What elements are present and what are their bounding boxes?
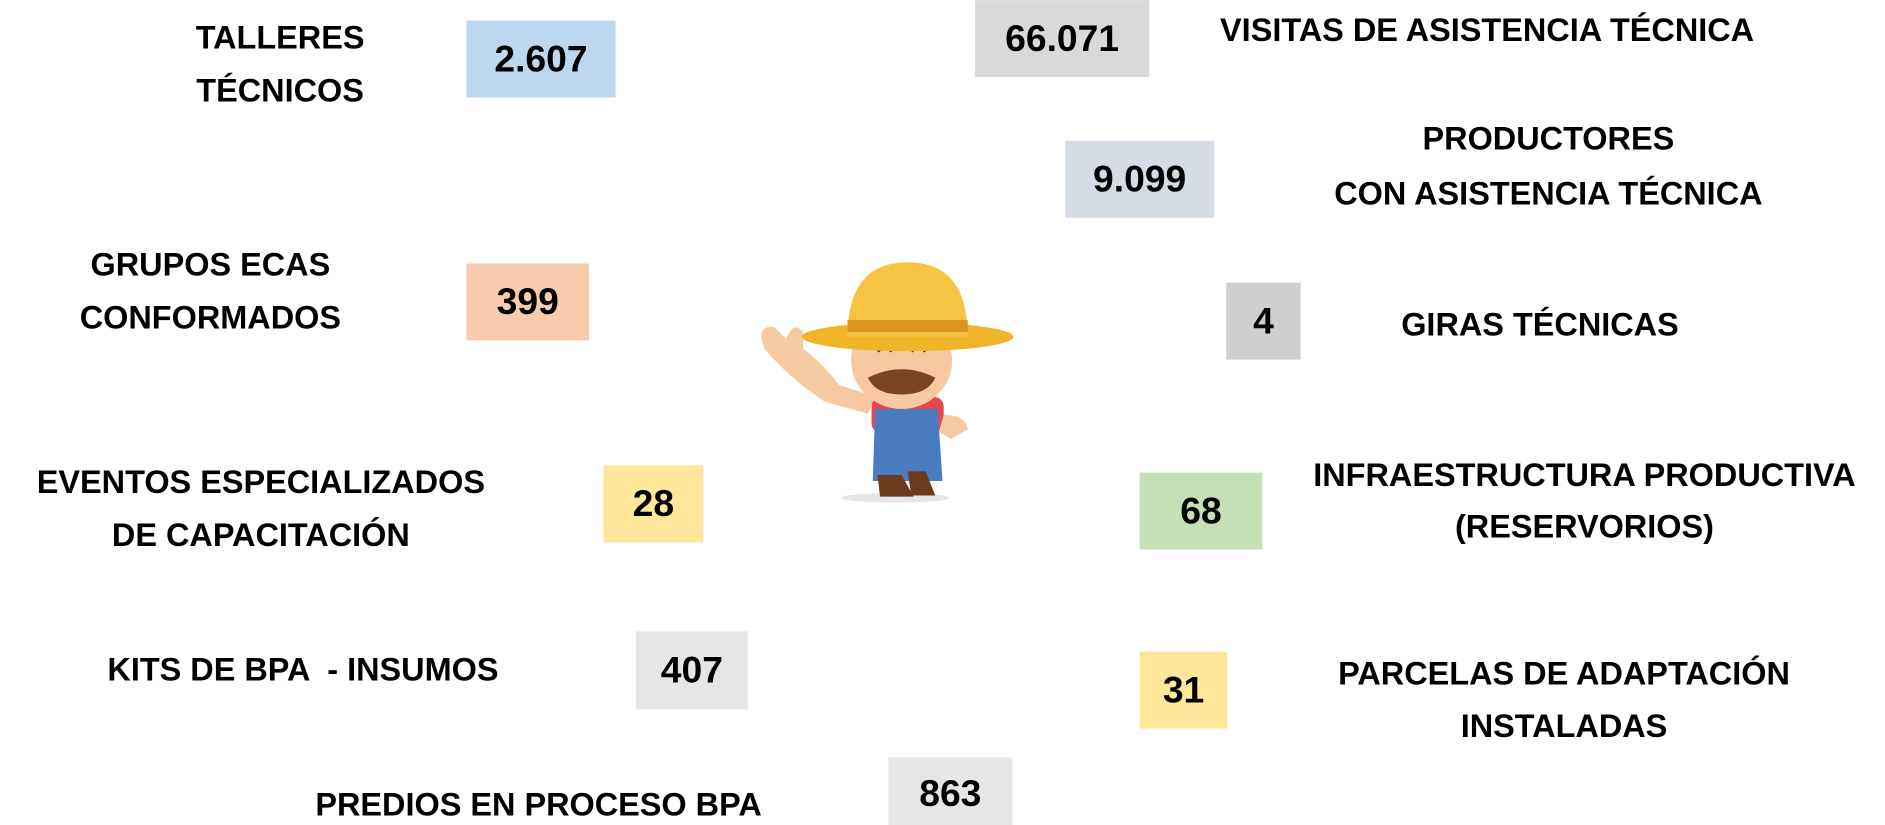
value: 2.607 — [494, 37, 587, 79]
label: PREDIOS EN PROCESO BPA — [315, 786, 761, 822]
label: PARCELAS DE ADAPTACIÓN — [1338, 654, 1790, 691]
value: 66.071 — [1005, 17, 1119, 59]
label: CON ASISTENCIA TÉCNICA — [1334, 175, 1762, 212]
value-box — [1065, 140, 1215, 218]
label: (RESERVORIOS) — [1455, 509, 1714, 545]
value: 4 — [1253, 299, 1274, 341]
value-box — [466, 20, 616, 98]
value: 9.099 — [1093, 158, 1186, 200]
label: INFRAESTRUCTURA PRODUCTIVA — [1313, 457, 1855, 493]
value: 28 — [633, 482, 674, 524]
label: TALLERES — [196, 19, 365, 55]
label: DE CAPACITACIÓN — [112, 516, 410, 553]
value: 399 — [497, 280, 559, 322]
label: EVENTOS ESPECIALIZADOS — [37, 464, 485, 500]
label: TÉCNICOS — [196, 71, 364, 108]
farmer-illustration — [761, 262, 1014, 503]
value: 863 — [919, 772, 981, 814]
label: KITS DE BPA - INSUMOS — [107, 652, 498, 688]
value-box — [635, 631, 748, 710]
label: GRUPOS ECAS — [91, 247, 331, 283]
value-box — [466, 263, 590, 341]
value-box — [1139, 651, 1228, 729]
label: INSTALADAS — [1461, 708, 1668, 744]
value-box — [888, 757, 1013, 825]
value-box — [603, 465, 704, 543]
label: GIRAS TÉCNICAS — [1401, 306, 1679, 343]
value: 31 — [1163, 668, 1204, 710]
label: CONFORMADOS — [80, 300, 341, 336]
value-box — [1226, 282, 1301, 360]
label: VISITAS DE ASISTENCIA TÉCNICA — [1220, 11, 1754, 48]
label: PRODUCTORES — [1423, 120, 1675, 156]
value-box — [1139, 472, 1263, 550]
value: 407 — [661, 649, 723, 691]
value: 68 — [1180, 489, 1221, 531]
value-box — [974, 0, 1150, 78]
